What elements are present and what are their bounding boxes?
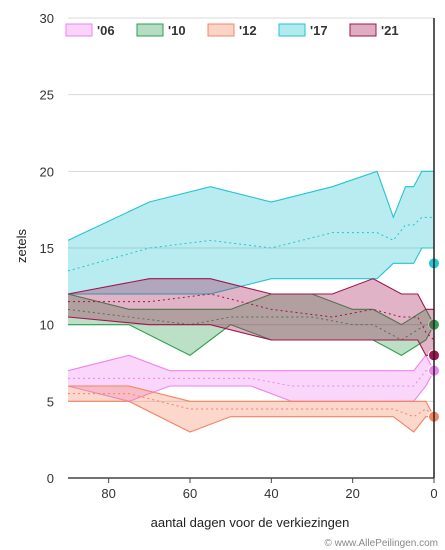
bands (67, 170, 440, 433)
series-3-group (67, 170, 440, 295)
x-axis-label: aantal dagen voor de verkiezingen (151, 515, 350, 530)
y-axis-label: zetels (14, 229, 29, 263)
credit-text: © www.AllePeilingen.com (324, 538, 438, 549)
x-tick-label-80: 80 (101, 486, 115, 501)
y-tick-label-0: 0 (47, 471, 54, 486)
series-2-band (68, 386, 434, 432)
legend-swatch-4 (349, 23, 377, 37)
legend-label-3: '17 (310, 23, 328, 38)
legend-swatch-3 (278, 23, 306, 37)
y-tick-label-20: 20 (40, 164, 54, 179)
y-tick-label-30: 30 (40, 11, 54, 26)
series-2-mid-line (68, 393, 435, 418)
legend-swatch-1 (136, 23, 164, 37)
series-3-low-line (68, 247, 434, 295)
legend-label-4: '21 (381, 23, 399, 38)
series-0-high-line (67, 354, 435, 372)
x-tick-label-60: 60 (183, 486, 197, 501)
x-tick-label-0: 0 (430, 486, 437, 501)
axes: 80 60 40 20 0 (68, 18, 438, 501)
legend-label-0: '06 (97, 23, 115, 38)
series-2-high-line (68, 385, 435, 417)
legend-swatch-0 (65, 23, 93, 37)
series-3-mid-line (67, 216, 434, 272)
series-4-band (68, 278, 434, 356)
legend: '06 '10 '12 '17 '21 (65, 23, 399, 38)
legend-label-2: '12 (239, 23, 257, 38)
series-1-mid-line (67, 308, 434, 341)
series-4-high-line (67, 278, 434, 310)
series-4-group (67, 278, 440, 362)
x-tick-label-20: 20 (345, 486, 359, 501)
legend-swatch-2 (207, 23, 235, 37)
y-tick-label-15: 15 (40, 241, 54, 256)
x-tick-label-40: 40 (264, 486, 278, 501)
series-2-group (68, 385, 440, 433)
y-tick-label-5: 5 (47, 394, 54, 409)
series-3-band (68, 171, 434, 294)
legend-label-1: '10 (168, 23, 186, 38)
series-4-low-line (67, 316, 434, 356)
series-3-high-line (67, 170, 434, 241)
series-2-low-line (68, 400, 434, 433)
y-tick-label-10: 10 (40, 318, 54, 333)
y-tick-label-25: 25 (40, 88, 54, 103)
